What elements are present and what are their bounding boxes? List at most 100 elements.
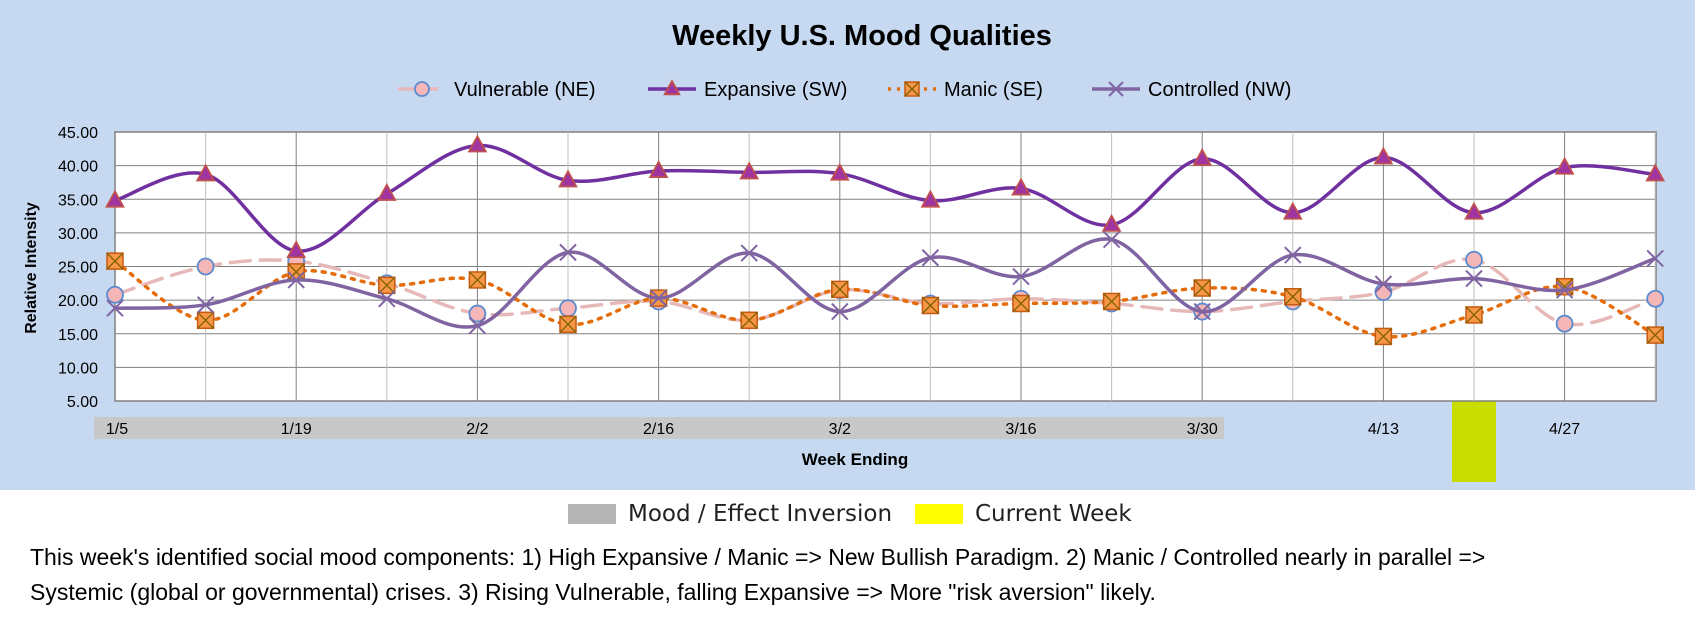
- data-point: [1102, 292, 1121, 311]
- x-tick-label: 1/19: [281, 421, 312, 438]
- data-point: [1373, 146, 1394, 165]
- data-point: [740, 244, 758, 262]
- data-point: [106, 299, 124, 317]
- data-point: [559, 299, 577, 318]
- y-tick-label: 35.00: [58, 192, 98, 209]
- x-axis-label: Week Ending: [802, 450, 908, 469]
- data-point: [558, 169, 578, 188]
- chart-area: Weekly U.S. Mood Qualities Vulnerable (N…: [0, 0, 1695, 490]
- x-tick-label: 2/16: [643, 421, 674, 438]
- data-point: [1374, 283, 1393, 301]
- data-point: [1012, 294, 1030, 313]
- data-point: [831, 302, 849, 321]
- data-point: [106, 285, 124, 304]
- data-point: [376, 182, 397, 201]
- data-point: [1464, 201, 1484, 220]
- y-axis-label: Relative Intensity: [23, 202, 40, 334]
- data-point: [287, 263, 305, 281]
- chart-legend: Vulnerable (NE) Expansive (SW) Manic (SE) C…: [398, 79, 1291, 101]
- y-tick-label: 45.00: [58, 125, 98, 142]
- x-tick-label: 3/30: [1187, 421, 1218, 438]
- legend-item: Controlled (NW): [1092, 79, 1291, 101]
- data-point: [1645, 163, 1666, 182]
- data-point: [468, 304, 487, 323]
- chart-title: Weekly U.S. Mood Qualities: [672, 20, 1052, 52]
- y-tick-label: 15.00: [58, 327, 98, 344]
- legend-marker: [663, 79, 681, 96]
- inversion-legend-item: Mood / Effect Inversion: [568, 501, 892, 527]
- legend-marker: [414, 81, 430, 97]
- caption-line-1: This week's identified social mood compo…: [30, 544, 1486, 570]
- x-tick-label: 4/13: [1368, 421, 1399, 438]
- current-week-legend-label: Current Week: [975, 501, 1132, 527]
- x-tick-label: 4/27: [1549, 421, 1580, 438]
- legend-label: Expansive (SW): [704, 79, 847, 101]
- data-point: [1646, 289, 1665, 308]
- data-point: [105, 189, 125, 208]
- inversion-band: [94, 417, 1224, 439]
- data-point: [559, 243, 577, 262]
- legend-label: Vulnerable (NE): [454, 79, 596, 101]
- series-2: [106, 252, 1664, 346]
- data-point: [1646, 249, 1664, 268]
- mood-chart: Weekly U.S. Mood Qualities Vulnerable (N…: [23, 20, 1666, 482]
- x-axis: 1/5 1/19 2/2 2/16 3/2 3/16 3/30 4/13 4/27: [106, 421, 1580, 438]
- series-3: [106, 230, 1664, 335]
- data-point: [831, 280, 849, 299]
- data-point: [1465, 306, 1483, 324]
- data-point: [921, 296, 940, 315]
- grid: [114, 131, 1656, 402]
- data-point: [1193, 302, 1211, 321]
- legend-item: Vulnerable (NE): [398, 79, 596, 101]
- series-line: [113, 259, 1657, 339]
- data-point: [1192, 147, 1213, 166]
- legend-label: Controlled (NW): [1148, 79, 1291, 101]
- x-tick-label: 1/5: [106, 421, 128, 438]
- data-point: [1465, 269, 1483, 288]
- current-week-legend-item: Current Week: [915, 501, 1132, 527]
- x-tick-label: 3/2: [829, 421, 851, 438]
- y-tick-label: 30.00: [58, 226, 98, 243]
- data-point: [1554, 156, 1575, 175]
- data-point: [1555, 281, 1574, 299]
- y-tick-label: 40.00: [58, 159, 98, 176]
- current-week-swatch: [915, 504, 963, 524]
- inversion-swatch: [568, 504, 616, 524]
- legend-item: Manic (SE): [888, 79, 1043, 101]
- data-point: [287, 271, 305, 289]
- data-point: [559, 315, 577, 334]
- data-point: [649, 289, 668, 307]
- y-tick-label: 20.00: [58, 293, 98, 310]
- data-point: [1555, 314, 1574, 333]
- bottom-legend: Mood / Effect Inversion Current Week: [0, 495, 1695, 540]
- data-point: [1465, 250, 1483, 269]
- caption: This week's identified social mood compo…: [30, 540, 1680, 610]
- y-tick-label: 25.00: [58, 260, 98, 277]
- series: [105, 134, 1666, 346]
- data-point: [1284, 288, 1302, 306]
- data-point: [1011, 177, 1031, 196]
- data-point: [740, 311, 758, 330]
- legend-item: Expansive (SW): [648, 79, 847, 101]
- data-point: [1282, 201, 1303, 220]
- data-point: [1374, 275, 1393, 293]
- legend-marker: [904, 81, 920, 97]
- current-week-marker: [1452, 386, 1496, 482]
- caption-line-2: Systemic (global or governmental) crises…: [30, 579, 1156, 605]
- data-point: [739, 161, 760, 180]
- data-point: [920, 189, 941, 208]
- data-point: [468, 316, 487, 335]
- legend-marker: [1108, 81, 1124, 97]
- data-point: [1374, 327, 1393, 346]
- data-point: [106, 252, 124, 270]
- data-point: [1284, 246, 1302, 264]
- x-tick-label: 3/16: [1005, 421, 1036, 438]
- data-point: [468, 271, 487, 289]
- series-1: [105, 134, 1666, 259]
- y-tick-label: 10.00: [58, 360, 98, 377]
- data-point: [1646, 326, 1664, 344]
- data-point: [1101, 213, 1122, 232]
- data-point: [196, 296, 215, 314]
- legend-label: Manic (SE): [944, 79, 1043, 101]
- series-line: [113, 143, 1657, 253]
